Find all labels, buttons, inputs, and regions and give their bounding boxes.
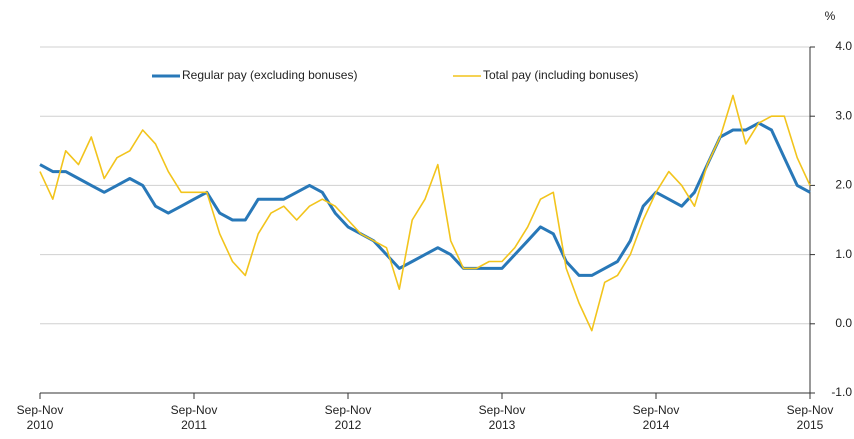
y-tick-label: 2.0 [835,178,852,192]
x-tick-label: Sep-Nov 2010 [16,403,64,432]
line-series [39,94,811,332]
y-tick-label: 0.0 [835,316,852,330]
line-series [39,121,811,277]
y-tick-label: -1.0 [831,385,852,399]
y-tick-label: 1.0 [835,247,852,261]
x-tick-label: Sep-Nov 2011 [170,403,218,432]
x-tick-label: Sep-Nov 2012 [324,403,372,432]
y-tick-label: 3.0 [835,108,852,122]
x-tick-label: Sep-Nov 2015 [786,403,834,432]
legend-label: Total pay (including bonuses) [483,68,638,82]
y-tick-label: 4.0 [835,39,852,53]
legend-label: Regular pay (excluding bonuses) [182,68,357,82]
y-unit: % [825,9,836,23]
x-tick-label: Sep-Nov 2013 [478,403,526,432]
x-tick-label: Sep-Nov 2014 [632,403,680,432]
